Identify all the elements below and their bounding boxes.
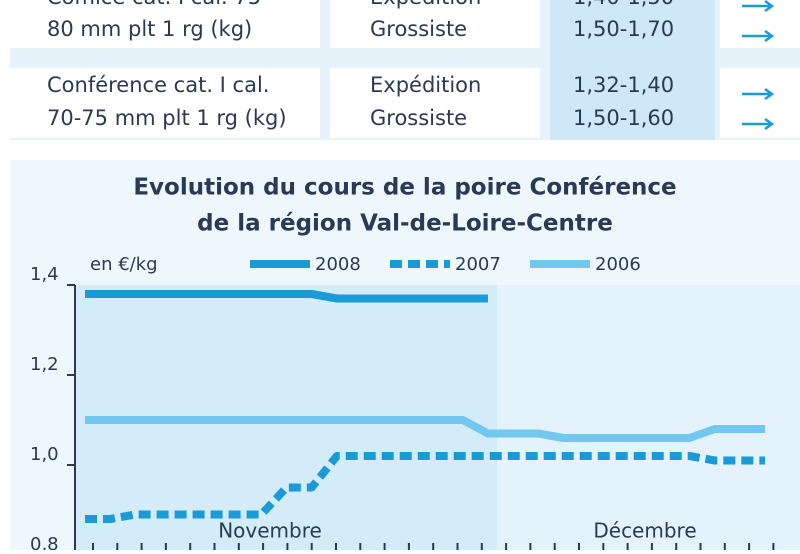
cell-bg <box>550 68 715 138</box>
y-axis-label: en €/kg <box>90 254 158 275</box>
cell: Comice cat. I cal. 75- <box>47 0 269 9</box>
cell-bg <box>10 68 320 138</box>
cell: 1,32-1,40 <box>573 73 674 97</box>
cell-bg <box>330 68 540 138</box>
cell-bg <box>720 68 800 138</box>
arrows <box>742 0 775 131</box>
month-label: Novembre <box>218 519 322 543</box>
cell: Expédition <box>370 0 481 9</box>
month-label: Décembre <box>593 519 696 543</box>
cell: 1,40-1,50 <box>573 0 674 9</box>
chart-title: Evolution du cours de la poire Conférenc… <box>133 175 676 201</box>
cell-bg <box>330 0 540 48</box>
cell: Grossiste <box>370 17 467 41</box>
cell-bg <box>720 0 800 48</box>
cell: 1,50-1,60 <box>573 106 674 130</box>
plot-bg <box>497 285 800 554</box>
chart-title: de la région Val-de-Loire-Centre <box>197 211 613 237</box>
y-tick-label: 0,8 <box>30 534 59 550</box>
series-line <box>85 452 765 523</box>
cell: Expédition <box>370 73 481 97</box>
cell: 1,50-1,70 <box>573 17 674 41</box>
cell: 70-75 mm plt 1 rg (kg) <box>47 106 287 130</box>
legend-label: 2007 <box>455 254 501 275</box>
y-tick-label: 1,4 <box>30 264 59 285</box>
y-tick-label: 1,0 <box>30 444 59 465</box>
cell: Grossiste <box>370 106 467 130</box>
cell-bg <box>10 0 320 48</box>
y-tick-label: 1,2 <box>30 354 59 375</box>
series-line <box>85 290 488 303</box>
legend-label: 2006 <box>595 254 641 275</box>
series-line <box>85 416 765 442</box>
cell: Conférence cat. I cal. <box>47 73 269 97</box>
cell: 80 mm plt 1 rg (kg) <box>47 17 252 41</box>
legend-label: 2008 <box>315 254 361 275</box>
